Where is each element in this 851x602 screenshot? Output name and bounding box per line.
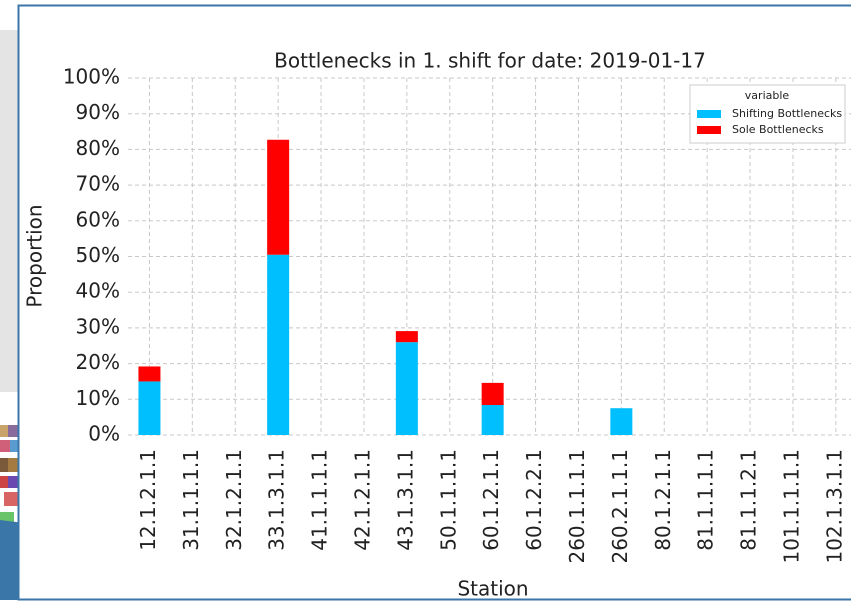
y-tick-label: 50% xyxy=(76,243,120,267)
y-tick-label: 20% xyxy=(76,350,120,374)
x-tick-label: 80.1.2.1.1 xyxy=(651,449,675,551)
x-tick-label: 60.1.2.2.1 xyxy=(522,449,546,551)
screen: Bottlenecks in 1. shift for date: 2019-0… xyxy=(0,0,851,602)
legend-swatch xyxy=(697,126,721,134)
legend-label: Shifting Bottlenecks xyxy=(732,107,842,120)
x-tick-label: 33.1.3.1.1 xyxy=(265,449,289,551)
y-tick-label: 70% xyxy=(76,172,120,196)
y-tick-label: 80% xyxy=(76,136,120,160)
x-tick-label: 101.1.1.1.1 xyxy=(779,449,803,564)
background-thumbnails xyxy=(0,425,18,532)
chart-title: Bottlenecks in 1. shift for date: 2019-0… xyxy=(274,49,706,73)
legend-title: variable xyxy=(745,89,790,102)
x-tick-label: 81.1.1.2.1 xyxy=(737,449,761,551)
x-axis-label: Station xyxy=(457,577,528,601)
y-tick-label: 0% xyxy=(88,422,120,446)
x-tick-label: 12.1.2.1.1 xyxy=(136,449,160,551)
x-tick-label: 41.1.1.1.1 xyxy=(308,449,332,551)
x-tick-label: 260.2.1.1.1 xyxy=(608,449,632,564)
bar-segment xyxy=(396,331,418,342)
bar-segment xyxy=(610,408,632,435)
y-tick-label: 30% xyxy=(76,314,120,338)
x-tick-label: 43.1.3.1.1 xyxy=(393,449,417,551)
x-tick-label: 102.1.3.1.1 xyxy=(822,449,846,564)
bar-segment xyxy=(267,255,289,435)
legend: variable Shifting Bottlenecks Sole Bottle… xyxy=(690,85,845,143)
bar-segment xyxy=(138,381,160,435)
y-tick-label: 90% xyxy=(76,100,120,124)
bar-segment xyxy=(138,366,160,381)
x-tick-label: 81.1.1.1.1 xyxy=(694,449,718,551)
x-tick-label: 32.1.2.1.1 xyxy=(222,449,246,551)
y-tick-label: 60% xyxy=(76,207,120,231)
y-tick-label: 40% xyxy=(76,279,120,303)
legend-swatch xyxy=(697,110,721,118)
x-tick-label: 60.1.2.1.1 xyxy=(479,449,503,551)
x-tick-label: 260.1.1.1.1 xyxy=(565,449,589,564)
x-tick-label: 42.1.2.1.1 xyxy=(350,449,374,551)
y-tick-label: 10% xyxy=(76,386,120,410)
y-axis-label: Proportion xyxy=(23,204,47,307)
bar-segment xyxy=(482,383,504,405)
legend-label: Sole Bottlenecks xyxy=(732,123,824,136)
bar-segment xyxy=(482,405,504,435)
x-tick-label: 31.1.1.1.1 xyxy=(179,449,203,551)
y-tick-label: 100% xyxy=(63,65,120,89)
background-panel xyxy=(0,30,20,392)
bar-segment xyxy=(267,140,289,255)
x-tick-label: 50.1.1.1.1 xyxy=(436,449,460,551)
bar-segment xyxy=(396,342,418,435)
